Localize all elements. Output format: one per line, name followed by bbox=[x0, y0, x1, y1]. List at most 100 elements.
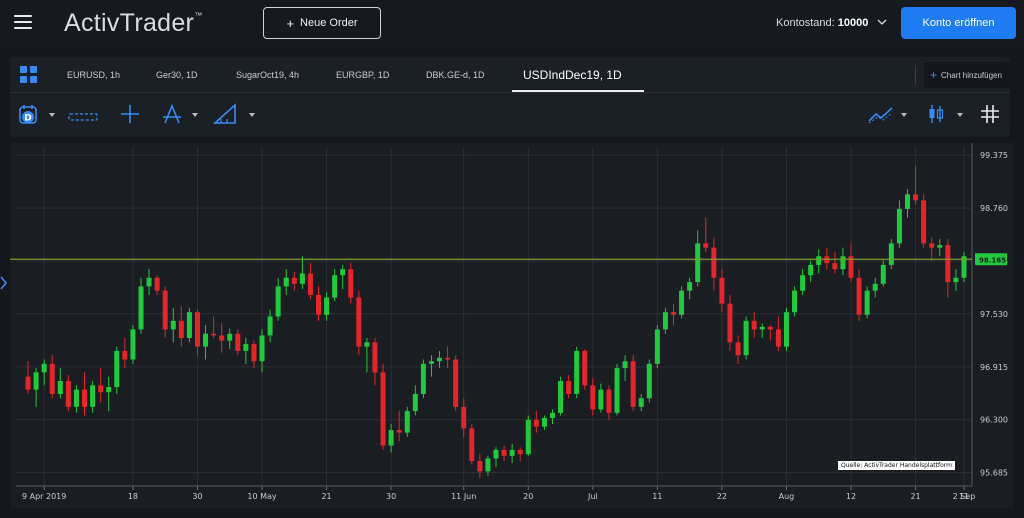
x-tick-label: 20 bbox=[523, 492, 533, 501]
candle-body bbox=[622, 361, 628, 369]
candle-body bbox=[82, 389, 88, 407]
candle-body bbox=[138, 286, 144, 330]
drawing-dropdown-caret[interactable] bbox=[192, 113, 198, 117]
x-tick-label: 11 bbox=[652, 492, 662, 501]
candle-body bbox=[178, 320, 184, 339]
candle-body bbox=[517, 449, 523, 455]
line-pattern-icon[interactable] bbox=[68, 109, 98, 129]
candle-body bbox=[404, 411, 410, 433]
new-order-label: Neue Order bbox=[300, 17, 358, 29]
ruler-dropdown-caret[interactable] bbox=[249, 113, 255, 117]
candle-body bbox=[453, 359, 459, 407]
candle-body bbox=[356, 297, 362, 347]
x-tick-label: Aug bbox=[779, 492, 795, 501]
chevron-right-icon[interactable] bbox=[0, 276, 10, 300]
x-tick-label: 11 bbox=[959, 492, 969, 501]
candle-body bbox=[654, 329, 660, 364]
divider bbox=[915, 65, 916, 85]
y-tick-label: 96.915 bbox=[980, 363, 1008, 372]
candle-body bbox=[388, 430, 394, 446]
x-tick-label: Jul bbox=[587, 492, 598, 501]
candle-body bbox=[259, 335, 265, 362]
candle-body bbox=[904, 194, 910, 209]
candle-body bbox=[711, 247, 717, 278]
svg-text:D: D bbox=[24, 114, 31, 124]
calendar-d-icon[interactable]: D bbox=[18, 103, 40, 124]
candle-body bbox=[186, 312, 192, 339]
candle-body bbox=[558, 381, 564, 413]
tab-sugaroct19[interactable]: SugarOct19, 4h bbox=[236, 70, 300, 80]
drawing-tools-icon[interactable] bbox=[161, 103, 183, 124]
candle-body bbox=[525, 419, 531, 455]
candle-body bbox=[227, 333, 233, 341]
candle-body bbox=[114, 350, 120, 388]
current-price-label: 98.165 bbox=[979, 256, 1006, 264]
crosshair-icon[interactable] bbox=[120, 104, 140, 124]
candle-body bbox=[90, 385, 96, 407]
candlestick-chart[interactable]: 99.37598.76098.14597.53096.91596.30095.6… bbox=[10, 143, 1014, 508]
layout-grid-icon[interactable] bbox=[20, 66, 38, 84]
ruler-icon[interactable] bbox=[212, 103, 237, 124]
candle-body bbox=[420, 363, 426, 394]
candle-body bbox=[332, 275, 338, 298]
candle-body bbox=[162, 290, 168, 330]
candle-body bbox=[872, 283, 878, 291]
candle-body bbox=[751, 320, 757, 330]
candle-body bbox=[299, 273, 305, 284]
balance-label: Kontostand: bbox=[776, 17, 835, 29]
x-tick-label: 30 bbox=[386, 492, 396, 501]
candle-body bbox=[437, 357, 443, 362]
grid-icon[interactable] bbox=[980, 104, 1000, 124]
candle-body bbox=[687, 282, 693, 291]
tab-ger30[interactable]: Ger30, 1D bbox=[156, 70, 198, 80]
tab-usdinddec19[interactable]: USDIndDec19, 1D bbox=[523, 68, 622, 82]
candle-body bbox=[759, 326, 765, 330]
candle-body bbox=[864, 290, 870, 315]
candle-body bbox=[606, 389, 612, 413]
candle-body bbox=[808, 264, 814, 276]
candle-body bbox=[315, 294, 321, 315]
candle-body bbox=[211, 333, 217, 336]
tab-dbk-ge[interactable]: DBK.GE-d, 1D bbox=[426, 70, 485, 80]
calendar-dropdown-caret[interactable] bbox=[49, 113, 55, 117]
candle-body bbox=[743, 320, 749, 356]
account-balance-dropdown[interactable]: Kontostand: 10000 bbox=[776, 17, 887, 29]
candle-body bbox=[679, 290, 685, 315]
hamburger-menu-icon[interactable] bbox=[14, 15, 32, 29]
candle-body bbox=[614, 368, 620, 413]
candle-body bbox=[340, 269, 346, 276]
candle-body bbox=[57, 381, 63, 394]
candle-body bbox=[671, 312, 677, 315]
candle-body bbox=[154, 277, 160, 291]
chart-type-dropdown-caret[interactable] bbox=[957, 113, 963, 117]
candlestick-icon[interactable] bbox=[927, 103, 945, 123]
candle-body bbox=[98, 385, 104, 393]
x-tick-label: 30 bbox=[192, 492, 202, 501]
plus-icon: + bbox=[286, 15, 295, 31]
candle-body bbox=[364, 342, 370, 347]
candle-body bbox=[235, 333, 241, 351]
tab-eurusd[interactable]: EURUSD, 1h bbox=[67, 70, 121, 80]
new-order-button[interactable]: + Neue Order bbox=[263, 7, 381, 39]
candle-body bbox=[638, 398, 644, 407]
candle-body bbox=[501, 449, 507, 456]
indicators-icon[interactable] bbox=[868, 105, 894, 125]
candle-body bbox=[509, 449, 515, 456]
candle-body bbox=[775, 329, 781, 347]
tab-eurgbp[interactable]: EURGBP, 1D bbox=[336, 70, 390, 80]
x-tick-label: 9 Apr 2019 bbox=[22, 492, 66, 501]
candle-body bbox=[792, 290, 798, 313]
candle-body bbox=[493, 449, 499, 459]
candle-body bbox=[73, 389, 79, 407]
open-account-button[interactable]: Konto eröffnen bbox=[901, 7, 1016, 39]
candle-body bbox=[396, 430, 402, 433]
candle-body bbox=[727, 303, 733, 343]
indicators-dropdown-caret[interactable] bbox=[901, 113, 907, 117]
x-tick-label: 11 Jun bbox=[451, 492, 476, 501]
candle-body bbox=[703, 243, 709, 248]
price-chart[interactable]: 99.37598.76098.14597.53096.91596.30095.6… bbox=[10, 143, 1014, 508]
add-chart-button[interactable]: + Chart hinzufügen bbox=[924, 62, 1010, 88]
logo: ActivTrader™ bbox=[64, 9, 203, 38]
candle-body bbox=[800, 275, 806, 291]
active-tab-indicator bbox=[512, 90, 644, 92]
